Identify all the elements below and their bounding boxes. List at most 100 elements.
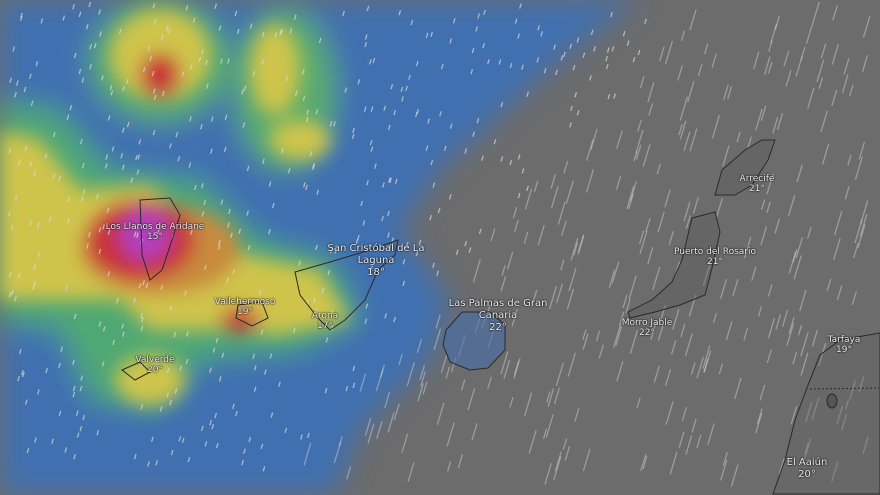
rain-streak xyxy=(67,196,70,203)
city-label[interactable]: El Aaiún 20° xyxy=(787,457,828,481)
rain-streak xyxy=(246,210,250,216)
gran-canaria-island xyxy=(442,311,506,371)
city-temp: 19° xyxy=(237,307,253,317)
rain-streak xyxy=(420,371,426,387)
rain-streak xyxy=(778,458,785,475)
rain-streak xyxy=(388,243,392,250)
rain-streak xyxy=(612,324,622,348)
rain-streak xyxy=(318,37,322,44)
rain-streak xyxy=(138,283,142,289)
rain-streak xyxy=(668,231,674,245)
city-temp: 22° xyxy=(639,328,655,338)
rain-streak xyxy=(425,32,429,39)
rain-streak xyxy=(476,117,480,124)
rain-streak xyxy=(800,352,809,376)
rain-streak xyxy=(763,56,771,75)
rain-streak xyxy=(357,79,361,85)
rain-streak xyxy=(218,239,221,246)
rain-streak xyxy=(118,28,122,35)
rain-streak xyxy=(152,88,156,94)
rain-streak xyxy=(294,90,298,97)
city-label[interactable]: Morro Jable 22° xyxy=(622,318,673,338)
city-label[interactable]: Arrecife 21° xyxy=(740,174,775,194)
city-temp: 20° xyxy=(147,365,163,375)
rain-streak xyxy=(517,33,520,39)
city-label[interactable]: Arona 17° xyxy=(312,311,338,331)
rain-streak xyxy=(787,195,796,216)
el-hierro-island xyxy=(121,361,151,381)
rain-streak xyxy=(79,138,83,145)
rain-streak xyxy=(309,151,313,157)
rain-streak xyxy=(553,387,561,405)
city-label[interactable]: San Cristóbal de La Laguna 18° xyxy=(326,243,426,279)
rain-streak xyxy=(427,118,430,124)
rain-streak xyxy=(136,232,139,238)
rain-streak xyxy=(774,15,781,30)
rain-streak xyxy=(346,466,352,480)
rain-streak xyxy=(766,173,774,195)
rain-streak xyxy=(569,122,572,128)
city-label[interactable]: Las Palmas de Gran Canaria 22° xyxy=(448,298,548,334)
rain-streak xyxy=(627,193,634,210)
city-label[interactable]: Vallehermoso 19° xyxy=(215,297,276,317)
rain-streak xyxy=(287,168,291,174)
rain-streak xyxy=(645,217,651,232)
rain-streak xyxy=(659,46,665,62)
rain-streak xyxy=(364,41,368,48)
rain-streak xyxy=(29,220,32,226)
rain-streak xyxy=(29,161,33,168)
rain-streak xyxy=(608,269,616,289)
rain-streak xyxy=(834,210,843,236)
rain-streak xyxy=(561,220,567,237)
rain-streak xyxy=(598,344,604,359)
rain-streak xyxy=(446,461,452,472)
rain-streak xyxy=(684,333,693,357)
city-label[interactable]: Puerto del Rosario 21° xyxy=(674,247,756,267)
rain-streak xyxy=(51,438,54,444)
rain-streak xyxy=(34,437,37,443)
city-label[interactable]: Los Llanos de Aridane 15° xyxy=(106,222,205,242)
rain-streak xyxy=(545,414,554,438)
rain-streak xyxy=(719,278,728,299)
rain-streak xyxy=(811,1,820,26)
rain-streak xyxy=(555,283,563,304)
city-temp: 17° xyxy=(317,321,333,331)
rain-streak xyxy=(751,266,757,282)
rain-streak xyxy=(121,127,125,133)
rain-streak xyxy=(443,145,447,151)
rain-streak xyxy=(732,278,739,297)
rain-streak xyxy=(32,285,35,291)
rain-streak xyxy=(305,184,308,191)
rain-streak xyxy=(639,76,645,89)
rain-streak xyxy=(374,163,377,169)
rain-streak xyxy=(200,425,204,432)
city-label[interactable]: Tarfaya 19° xyxy=(828,335,861,355)
rain-streak xyxy=(253,386,257,393)
rain-streak xyxy=(189,116,192,122)
rain-streak xyxy=(238,228,242,234)
rain-streak xyxy=(722,452,728,466)
rain-streaks xyxy=(7,1,871,487)
rain-streak xyxy=(401,433,409,454)
rain-streak xyxy=(67,218,70,224)
rain-streak xyxy=(366,180,369,186)
rain-streak xyxy=(449,123,453,129)
city-label[interactable]: Valverde 20° xyxy=(135,355,174,375)
rain-streak xyxy=(493,139,497,145)
rain-streak xyxy=(393,109,397,116)
rain-streak xyxy=(433,328,442,351)
rain-streak xyxy=(528,430,537,454)
rain-streak xyxy=(402,280,406,287)
rain-streak xyxy=(101,75,104,81)
rain-streak xyxy=(338,436,343,447)
rain-streak xyxy=(585,168,595,193)
rain-streak xyxy=(209,420,213,426)
rain-streak xyxy=(279,29,282,36)
rain-streak xyxy=(521,168,525,174)
rain-streak xyxy=(626,186,635,209)
rain-streak xyxy=(260,443,264,450)
rain-streak xyxy=(372,57,376,64)
rain-streak xyxy=(107,115,111,121)
rain-streak xyxy=(533,180,539,193)
